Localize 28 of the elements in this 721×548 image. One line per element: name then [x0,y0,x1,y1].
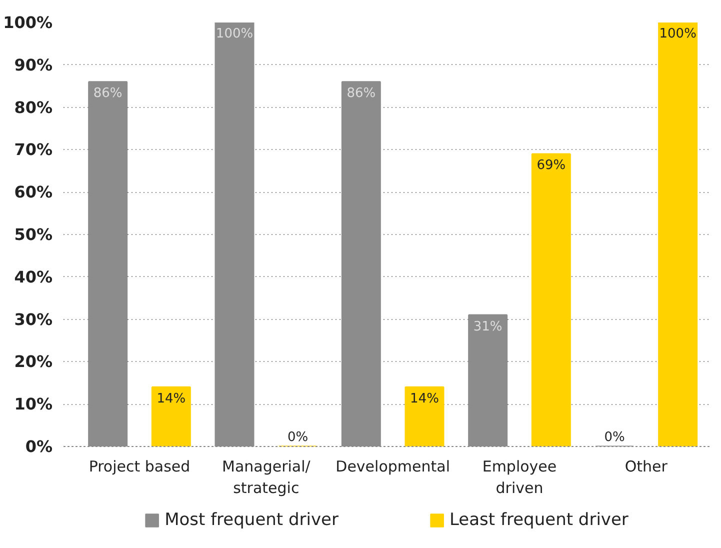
y-tick-label: 70% [14,140,52,160]
y-tick-label: 100% [3,13,53,32]
data-label: 100% [659,26,696,42]
data-label: 86% [346,86,376,102]
data-label: 14% [410,391,439,406]
data-label: 0% [288,430,308,445]
y-tick-label: 40% [14,267,52,286]
y-tick-label: 30% [14,310,52,329]
data-label: 31% [473,319,502,334]
x-tick-label: Developmental [336,458,450,476]
data-label: 0% [604,430,625,445]
data-label: 86% [93,86,122,102]
legend-label: Most frequent driver [164,510,339,530]
x-tick-label: Managerial/ strategic [222,458,312,498]
y-tick-label: 60% [14,182,52,202]
x-tick-label: Employee driven [482,458,557,498]
data-label: 14% [156,391,186,406]
x-tick-label: Project based [88,458,190,476]
y-tick-label: 50% [14,225,52,244]
y-tick-label: 20% [14,352,52,372]
y-tick-label: 10% [14,394,52,414]
y-tick-label: 0% [25,437,53,456]
data-label: 100% [216,26,254,42]
y-tick-label: 80% [14,98,52,117]
y-tick-label: 90% [14,55,52,74]
legend-label: Least frequent driver [450,510,628,530]
data-label: 69% [536,158,566,174]
x-tick-label: Other [624,458,668,476]
